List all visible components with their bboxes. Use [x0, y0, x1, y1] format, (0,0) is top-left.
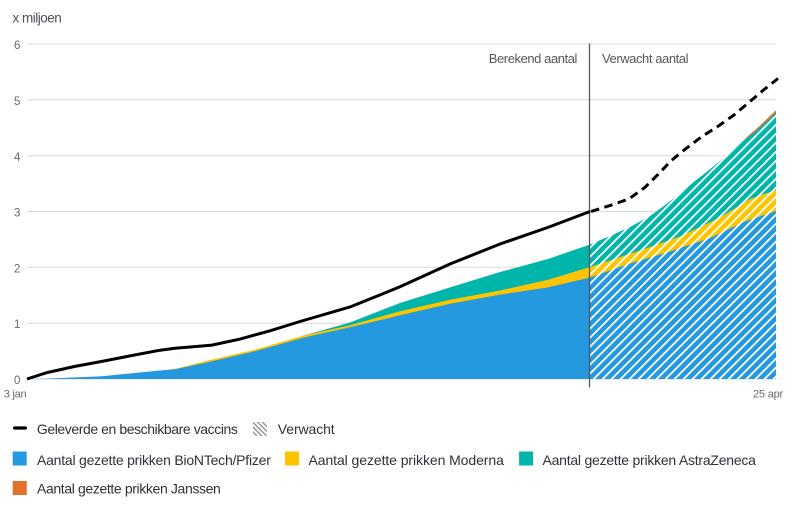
- svg-text:Geleverde en beschikbare vacci: Geleverde en beschikbare vaccins: [37, 421, 238, 437]
- svg-text:2: 2: [14, 263, 20, 275]
- svg-text:Berekend aantal: Berekend aantal: [489, 51, 578, 66]
- svg-text:3: 3: [14, 208, 20, 220]
- svg-text:0: 0: [14, 375, 20, 387]
- svg-text:4: 4: [14, 152, 21, 164]
- svg-text:5: 5: [14, 96, 20, 108]
- svg-text:25 apr: 25 apr: [753, 388, 784, 400]
- svg-text:Verwacht aantal: Verwacht aantal: [602, 51, 689, 66]
- svg-text:6: 6: [14, 40, 20, 52]
- svg-text:1: 1: [14, 319, 20, 331]
- svg-text:Verwacht: Verwacht: [278, 421, 335, 437]
- svg-text:Aantal gezette prikken AstraZe: Aantal gezette prikken AstraZeneca: [543, 452, 757, 468]
- svg-text:Aantal gezette prikken BioNTec: Aantal gezette prikken BioNTech/Pfizer: [37, 452, 271, 468]
- svg-text:x miljoen: x miljoen: [13, 11, 62, 26]
- svg-text:Aantal gezette prikken Moderna: Aantal gezette prikken Moderna: [309, 452, 505, 468]
- svg-text:Aantal gezette prikken Janssen: Aantal gezette prikken Janssen: [37, 481, 220, 497]
- svg-text:3 jan: 3 jan: [4, 388, 27, 400]
